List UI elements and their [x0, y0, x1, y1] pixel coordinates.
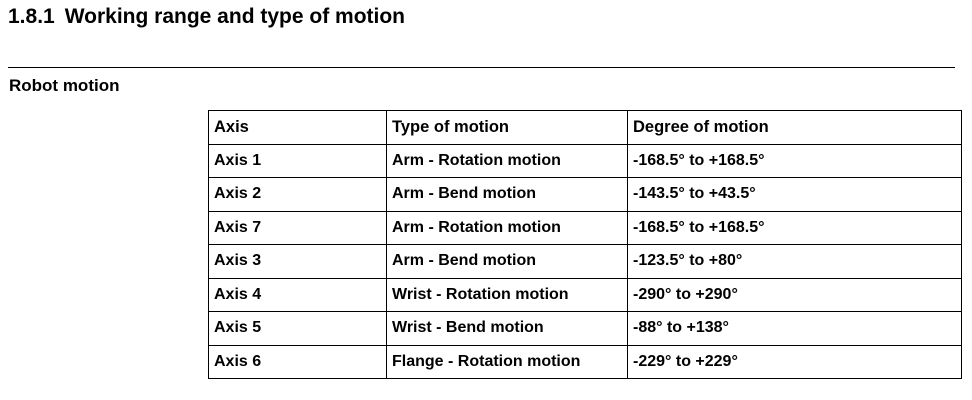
motion-degree-cell: -143.5° to +43.5° — [627, 177, 962, 212]
motion-type-cell: Flange - Rotation motion — [386, 344, 628, 379]
motion-type-cell: Wrist - Bend motion — [386, 311, 628, 346]
axis-cell: Axis 7 — [208, 210, 387, 245]
table-row: Axis 3 Arm - Bend motion -123.5° to +80° — [208, 244, 962, 279]
motion-degree-cell: -168.5° to +168.5° — [627, 143, 962, 178]
table-header-row: Axis Type of motion Degree of motion — [208, 110, 962, 145]
axis-cell: Axis 2 — [208, 177, 387, 212]
motion-type-cell: Arm - Bend motion — [386, 244, 628, 279]
axis-cell: Axis 6 — [208, 344, 387, 379]
motion-degree-cell: -229° to +229° — [627, 344, 962, 379]
motion-degree-cell: -88° to +138° — [627, 311, 962, 346]
table-row: Axis 2 Arm - Bend motion -143.5° to +43.… — [208, 177, 962, 212]
motion-degree-cell: -123.5° to +80° — [627, 244, 962, 279]
motion-type-cell: Arm - Rotation motion — [386, 210, 628, 245]
table-row: Axis 5 Wrist - Bend motion -88° to +138° — [208, 311, 962, 346]
section-title: Working range and type of motion — [64, 5, 406, 28]
motion-degree-cell: -290° to +290° — [627, 277, 962, 312]
motion-type-cell: Wrist - Rotation motion — [386, 277, 628, 312]
header-axis: Axis — [208, 110, 387, 145]
motion-degree-cell: -168.5° to +168.5° — [627, 210, 962, 245]
motion-type-cell: Arm - Rotation motion — [386, 143, 628, 178]
table-row: Axis 1 Arm - Rotation motion -168.5° to … — [208, 143, 962, 178]
heading-divider — [8, 67, 955, 68]
table-row: Axis 7 Arm - Rotation motion -168.5° to … — [208, 210, 962, 245]
header-degree-of-motion: Degree of motion — [627, 110, 962, 145]
header-type-of-motion: Type of motion — [386, 110, 628, 145]
axis-cell: Axis 4 — [208, 277, 387, 312]
subsection-heading: Robot motion — [9, 76, 120, 95]
section-heading: 1.8.1 Working range and type of motion — [8, 3, 405, 31]
axis-cell: Axis 5 — [208, 311, 387, 346]
motion-type-cell: Arm - Bend motion — [386, 177, 628, 212]
section-number: 1.8.1 — [8, 5, 55, 28]
axis-cell: Axis 1 — [208, 143, 387, 178]
table-row: Axis 6 Flange - Rotation motion -229° to… — [208, 344, 962, 379]
table-row: Axis 4 Wrist - Rotation motion -290° to … — [208, 277, 962, 312]
robot-motion-table: Axis Type of motion Degree of motion Axi… — [208, 110, 962, 379]
axis-cell: Axis 3 — [208, 244, 387, 279]
